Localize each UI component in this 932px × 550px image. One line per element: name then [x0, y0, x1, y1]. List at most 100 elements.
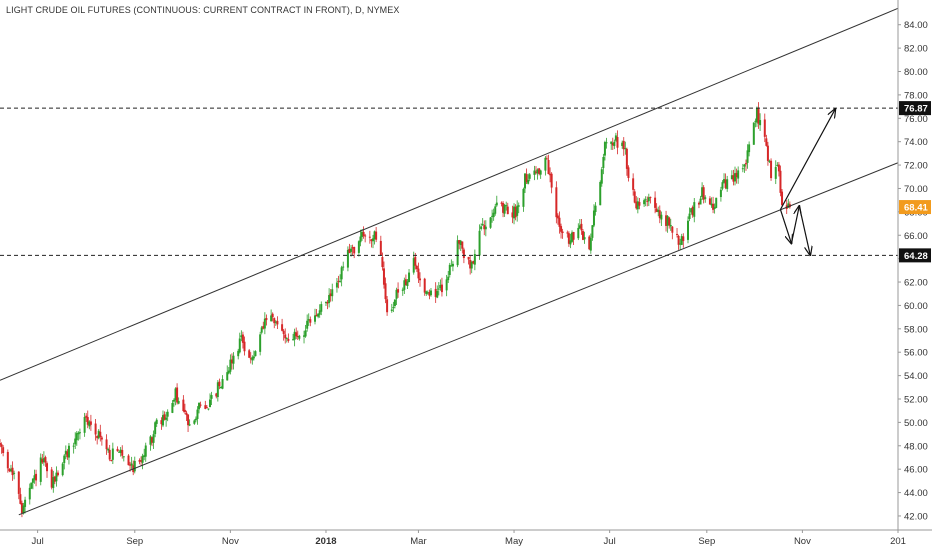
candle-body — [473, 254, 476, 265]
candle-body — [259, 334, 262, 352]
candle-body — [489, 217, 492, 228]
candle-body — [534, 171, 537, 173]
candle-body — [41, 459, 44, 463]
candle-body — [456, 240, 459, 266]
candle-body — [362, 231, 365, 237]
candle-body — [337, 280, 340, 282]
last-price-badge — [899, 200, 931, 215]
candle-body — [713, 207, 716, 209]
y-tick-label: 78.00 — [904, 90, 928, 101]
candle-body — [306, 320, 309, 329]
candle-body — [721, 182, 724, 189]
candle-body — [768, 160, 771, 162]
candle-body — [658, 210, 661, 219]
candle-body — [527, 179, 530, 184]
drawings-layer — [0, 7, 899, 516]
candle-body — [295, 332, 298, 337]
candle-body — [42, 458, 45, 463]
candle-body — [671, 226, 674, 233]
candle-body — [381, 257, 384, 268]
candle-body — [600, 169, 603, 184]
projection-arrow — [779, 109, 835, 210]
candle-body — [61, 463, 64, 476]
candle-body — [445, 279, 448, 291]
candles-layer — [0, 102, 791, 518]
candle-body — [39, 457, 42, 482]
candle-body — [177, 400, 180, 404]
candle-body — [154, 422, 157, 435]
candle-body — [451, 263, 454, 267]
candle-body — [379, 240, 382, 256]
projection-arrow — [798, 205, 810, 255]
candle-body — [558, 217, 561, 227]
candle-body — [328, 295, 331, 303]
candle-body — [118, 451, 121, 453]
candle-body — [271, 313, 274, 318]
candle-body — [111, 448, 114, 460]
candle-body — [320, 304, 323, 312]
candle-body — [216, 382, 219, 398]
candle-body — [679, 243, 682, 245]
candle-body — [392, 307, 395, 309]
y-tick-label: 50.00 — [904, 418, 928, 429]
candle-body — [227, 370, 230, 374]
candle-body — [603, 142, 606, 156]
candle-body — [240, 335, 243, 338]
candle-body — [241, 334, 244, 343]
candle-body — [108, 449, 111, 460]
candle-body — [401, 289, 404, 291]
candle-body — [96, 435, 99, 439]
candle-body — [31, 478, 34, 483]
candle-body — [480, 226, 483, 230]
candle-body — [611, 143, 614, 146]
candle-body — [172, 399, 175, 402]
candle-body — [335, 282, 338, 288]
candle-body — [304, 330, 307, 337]
candle-body — [293, 331, 296, 340]
candle-body — [437, 288, 440, 290]
candle-body — [660, 214, 663, 220]
candle-body — [219, 387, 222, 389]
candle-body — [30, 482, 33, 489]
candle-body — [85, 415, 88, 418]
candle-body — [556, 215, 559, 219]
x-tick-label: 2018 — [315, 536, 336, 547]
candle-body — [539, 170, 542, 175]
y-tick-label: 46.00 — [904, 465, 928, 476]
candle-body — [357, 241, 360, 253]
candle-body — [686, 220, 689, 240]
y-tick-label: 66.00 — [904, 231, 928, 242]
candle-body — [599, 181, 602, 206]
candle-body — [547, 160, 550, 175]
candle-body — [209, 399, 212, 408]
y-tick-label: 84.00 — [904, 20, 928, 31]
candle-body — [74, 438, 77, 445]
y-tick-label: 82.00 — [904, 44, 928, 55]
candle-body — [774, 167, 777, 179]
candle-body — [602, 157, 605, 168]
candle-body — [538, 168, 541, 174]
candle-body — [723, 179, 726, 183]
candle-body — [516, 205, 519, 216]
level-price-badge — [899, 101, 931, 116]
candle-body — [528, 174, 531, 179]
candle-body — [390, 309, 393, 311]
candle-body — [141, 455, 144, 463]
candle-body — [633, 191, 636, 203]
channel-upper-line — [0, 7, 899, 381]
candle-body — [708, 198, 711, 205]
candle-body — [580, 223, 583, 231]
candle-body — [730, 175, 733, 180]
candle-body — [779, 170, 782, 193]
candle-body — [174, 388, 177, 401]
candle-body — [513, 206, 516, 219]
candle-body — [614, 135, 617, 141]
candle-body — [198, 402, 201, 410]
candle-body — [364, 235, 367, 237]
candle-body — [478, 230, 481, 256]
candle-body — [251, 357, 254, 361]
candle-body — [503, 204, 506, 214]
candle-body — [382, 268, 385, 285]
candle-body — [20, 503, 23, 514]
